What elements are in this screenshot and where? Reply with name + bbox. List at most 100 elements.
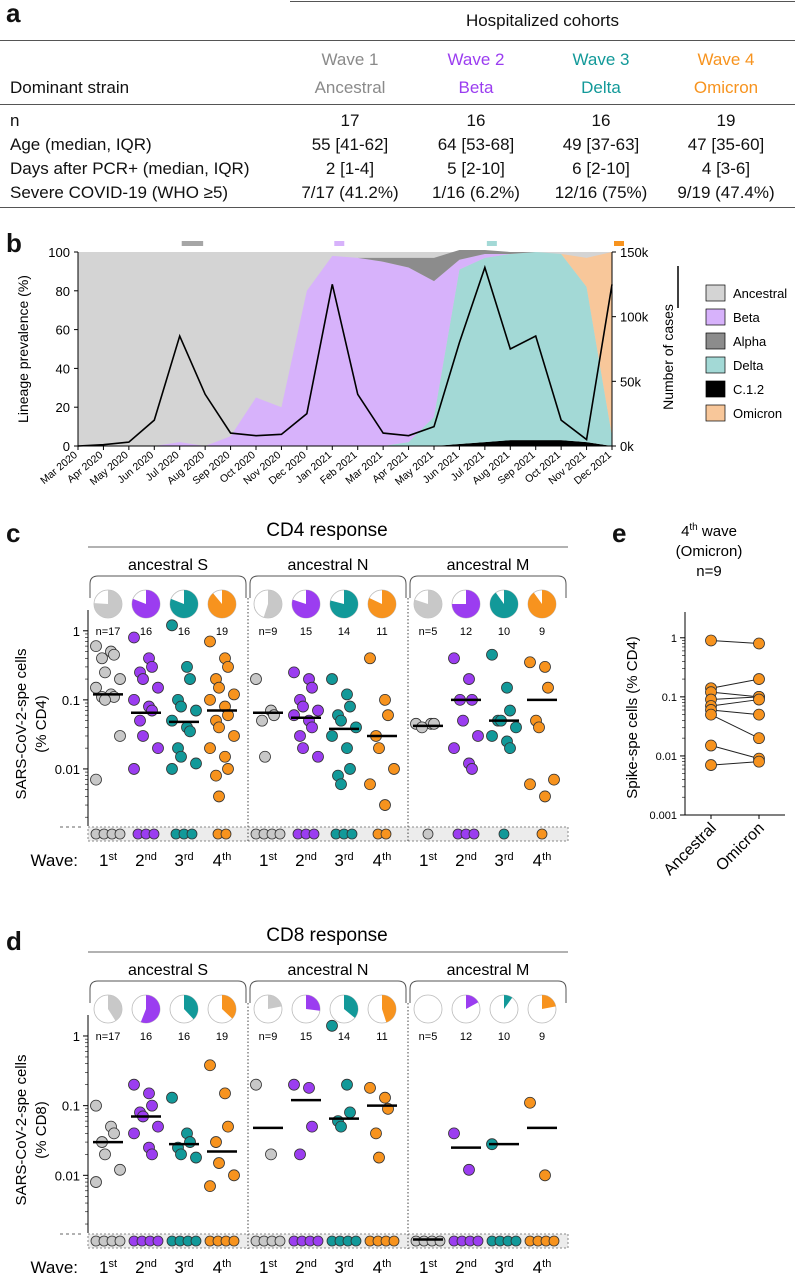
wave-label: 2nd xyxy=(295,851,317,870)
y-tick-label: 20 xyxy=(56,400,70,415)
panel-label-d: d xyxy=(6,926,22,956)
data-point xyxy=(379,1091,391,1104)
data-point xyxy=(326,1019,338,1032)
data-point xyxy=(99,693,111,706)
data-point xyxy=(219,1087,231,1100)
cell: 6 [2-10] xyxy=(572,159,630,178)
wave-number: 2 xyxy=(455,1258,464,1277)
data-point xyxy=(504,704,516,717)
data-point-ancestral xyxy=(705,634,717,647)
pair-line xyxy=(710,696,760,701)
cell: 4 [3-6] xyxy=(701,159,751,178)
data-point xyxy=(146,1099,158,1112)
wave-number: 4 xyxy=(213,851,222,870)
y-tick-label: 0 xyxy=(63,439,70,454)
wave-suffix: st xyxy=(428,1258,437,1270)
data-point xyxy=(341,742,353,755)
data-point xyxy=(175,750,187,763)
data-point xyxy=(448,742,460,755)
data-point xyxy=(303,1081,315,1094)
data-point xyxy=(152,1120,164,1133)
wave-label: 2nd xyxy=(135,851,157,870)
title-line-1: 4th wave xyxy=(681,522,737,540)
non-responder-point xyxy=(350,1235,362,1247)
data-point xyxy=(250,673,262,685)
data-point xyxy=(184,725,196,738)
data-point xyxy=(128,763,140,775)
data-point xyxy=(219,750,231,763)
data-point xyxy=(222,661,234,673)
data-point xyxy=(204,1059,216,1072)
area-delta xyxy=(78,252,612,446)
non-responder-point xyxy=(346,828,358,840)
data-point xyxy=(228,1169,240,1182)
wave-label: 4th xyxy=(533,851,552,870)
data-point xyxy=(99,666,111,679)
cohort-table: a Hospitalized cohorts Dominant strain W… xyxy=(0,0,795,215)
data-point-omicron xyxy=(753,673,765,685)
data-point xyxy=(146,704,158,717)
wave-suffix: st xyxy=(268,1258,277,1270)
data-point xyxy=(152,681,164,694)
legend-label: C.1.2 xyxy=(733,382,764,397)
n-label: 9 xyxy=(539,626,545,638)
wave-number: 3 xyxy=(174,1258,183,1277)
wave-suffix: th xyxy=(382,851,391,863)
responder-pie-slice xyxy=(382,995,396,1023)
wave-label: 2nd xyxy=(135,1258,157,1277)
wave-suffix: rd xyxy=(344,851,354,863)
y-tick-label: 60 xyxy=(56,323,70,338)
pair-line xyxy=(710,709,760,716)
responder-pie-slice xyxy=(140,995,160,1023)
wave-label: 3rd xyxy=(174,1258,193,1277)
pair-line xyxy=(710,699,760,707)
data-point xyxy=(448,652,460,665)
wave-label: 3rd xyxy=(494,851,513,870)
cell: 55 [41-62] xyxy=(311,135,389,154)
data-point-omicron xyxy=(753,693,765,706)
data-point-omicron xyxy=(753,708,765,721)
non-responder-point xyxy=(422,828,434,840)
non-responder-point xyxy=(228,1235,240,1247)
cell: 12/16 (75%) xyxy=(554,183,648,202)
data-point xyxy=(335,778,347,791)
data-point xyxy=(250,1078,262,1091)
antigen-bracket xyxy=(409,575,567,598)
data-point xyxy=(184,1136,196,1148)
wave-2-header: Wave 2 xyxy=(447,50,505,69)
data-point xyxy=(539,661,551,673)
data-point xyxy=(288,666,300,679)
responder-pie-bg xyxy=(413,994,443,1024)
non-responder-point xyxy=(472,1235,484,1247)
antigen-bracket xyxy=(89,575,247,598)
wave-number: 1 xyxy=(99,851,108,870)
data-point xyxy=(204,742,216,755)
wave-label: 4th xyxy=(373,1258,392,1277)
row-label: n xyxy=(10,111,20,130)
y-tick-label: 1 xyxy=(73,624,80,639)
row-label: Days after PCR+ (median, IQR) xyxy=(10,159,250,178)
data-point xyxy=(90,773,102,786)
non-responder-point xyxy=(114,828,126,840)
data-point xyxy=(90,1099,102,1112)
data-point xyxy=(542,681,554,694)
data-point xyxy=(114,673,126,685)
legend-label: Omicron xyxy=(733,406,782,421)
wave-number: 3 xyxy=(334,1258,343,1277)
y-tick-label: 1 xyxy=(671,633,677,645)
wave-number: 3 xyxy=(334,851,343,870)
wave-suffix: th xyxy=(222,851,231,863)
cell: 1/16 (6.2%) xyxy=(432,183,520,202)
responder-pie-slice xyxy=(490,590,519,618)
data-point xyxy=(306,721,318,734)
wave-marker xyxy=(334,241,345,246)
antigen-bracket xyxy=(89,980,247,1003)
data-point xyxy=(213,681,225,694)
wave-label: 1st xyxy=(99,1258,117,1277)
wave-number: 2 xyxy=(455,851,464,870)
area-c1.2 xyxy=(78,440,612,446)
y2-tick-label: 100k xyxy=(620,310,649,325)
legend-label: Ancestral xyxy=(733,286,787,301)
data-point xyxy=(228,688,240,701)
responder-pie-slice xyxy=(108,995,122,1021)
